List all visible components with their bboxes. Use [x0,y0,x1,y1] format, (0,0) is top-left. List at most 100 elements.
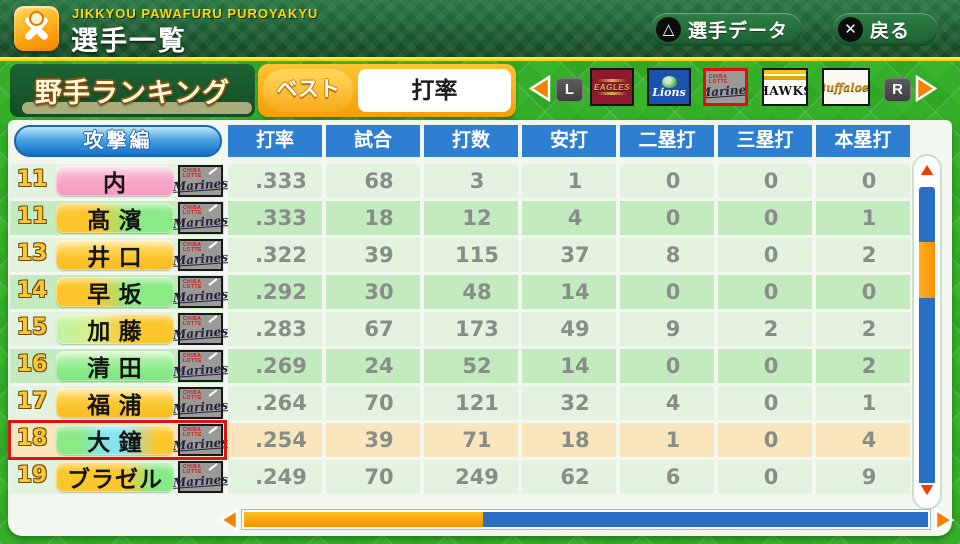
triangle-button-icon: △ [655,17,681,42]
stat-cell: .249 [228,460,322,494]
player-name-pill: 早 坂 [56,277,174,307]
stat-cell: 14 [522,349,616,383]
stat-cell: 0 [620,201,714,235]
ranking-title: 野手ランキング [34,78,231,108]
stat-cell: 2 [816,312,910,346]
rank-label: 11 [16,167,48,192]
player-name-pill: 福 浦 [56,388,174,418]
stat-cell: 8 [620,238,714,272]
l-bumper-button[interactable]: L [556,78,583,102]
stat-cell: 37 [522,238,616,272]
scroll-right-arrow-icon[interactable] [934,507,955,537]
table-row[interactable]: 14 早 坂 CHIBA LOTTE Marines .292 30 48 14… [8,275,952,309]
table-row[interactable]: 11 内 CHIBA LOTTE Marines .333 68 3 1 0 0… [8,164,952,198]
table-row[interactable]: 19 ブラゼル CHIBA LOTTE Marines .249 70 249 … [8,460,952,494]
table-row[interactable]: 13 井 口 CHIBA LOTTE Marines .322 39 115 3… [8,238,952,272]
stat-mode-box: ベスト 打率 [258,64,516,117]
scroll-down-arrow-icon[interactable] [917,482,937,504]
stat-cell: .264 [228,386,322,420]
team-prev-arrow-icon[interactable] [528,74,551,107]
team-logo-lions[interactable]: Lions [647,68,691,106]
stat-cell: 39 [326,423,420,457]
ranking-banner: 野手ランキング [10,64,255,117]
stat-cell: 14 [522,275,616,309]
table-row[interactable]: 18 大 鐘 CHIBA LOTTE Marines .254 39 71 18… [8,420,952,460]
eagles-wing-icon [597,78,627,82]
stat-cell: 62 [522,460,616,494]
team-next-arrow-icon[interactable] [915,74,938,107]
stat-cell: 39 [326,238,420,272]
stat-cell: 30 [326,275,420,309]
team-badge-sub-label: CHIBA LOTTE [183,205,202,217]
scroll-left-arrow-icon[interactable] [218,507,239,537]
scroll-up-arrow-icon[interactable] [917,161,937,183]
team-logo-buffaloes[interactable]: Buffaloes [822,68,870,106]
team-badge-sub-label: CHIBA LOTTE [183,279,202,291]
team-badge-label: Marines [172,398,229,417]
table-row[interactable]: 15 加 藤 CHIBA LOTTE Marines .283 67 173 4… [8,312,952,346]
stat-cell: 2 [718,312,812,346]
vertical-scroll-track[interactable] [919,187,935,485]
column-header-triples: 三塁打 [718,125,812,157]
horizontal-scrollbar[interactable] [242,510,930,529]
team-badge-label: Marines [172,250,229,269]
stat-cell: 32 [522,386,616,420]
player-data-button[interactable]: △ 選手データ [650,13,802,46]
stat-cell: 24 [326,349,420,383]
hawks-stripe [764,70,806,80]
stat-cell: 0 [620,164,714,198]
column-header-batting-average: 打率 [228,125,322,157]
stat-cell: 0 [718,349,812,383]
mode-label: ベスト [263,69,353,112]
stat-cell: 115 [424,238,518,272]
team-badge-sub-label: CHIBA LOTTE [183,390,202,402]
r-bumper-button[interactable]: R [884,78,911,102]
team-logo-eagles-label: EAGLES [594,82,630,92]
app-subtitle: JIKKYOU PAWAFURU PUROYAKYU [72,6,319,21]
team-badge-label: Marines [172,287,229,306]
team-logo-eagles[interactable]: EAGLES [590,68,634,106]
stat-cell: 68 [326,164,420,198]
team-badge-marines: CHIBA LOTTE Marines [173,387,228,419]
banner-swoosh [22,102,252,114]
team-logo-lions-label: Lions [652,85,686,99]
stat-cell: 6 [620,460,714,494]
team-logo-hawks[interactable]: HAWKS [762,68,808,106]
section-tab-offense[interactable]: 攻撃編 [14,125,222,157]
stat-cell: 1 [620,423,714,457]
table-row[interactable]: 16 清 田 CHIBA LOTTE Marines .269 24 52 14… [8,349,952,383]
rank-label: 11 [16,204,48,229]
vertical-scrollbar[interactable] [914,156,940,508]
table-row[interactable]: 11 髙 濱 CHIBA LOTTE Marines .333 18 12 4 … [8,201,952,235]
vertical-scroll-thumb[interactable] [919,242,935,298]
team-badge-marines: CHIBA LOTTE Marines [173,239,228,271]
team-badge-sub-label: CHIBA LOTTE [183,242,202,254]
eagles-wing-icon [597,91,627,95]
stat-cell: 3 [424,164,518,198]
stat-selector[interactable]: 打率 [358,69,511,112]
stat-cell: 18 [522,423,616,457]
team-logo-marines[interactable]: CHIBA LOTTE Marines [703,68,748,106]
rank-label: 18 [16,426,48,451]
player-name-pill: 大 鐘 [56,425,174,455]
stat-cell: 0 [718,238,812,272]
stat-cell: 9 [816,460,910,494]
stat-cell: 1 [522,164,616,198]
team-badge-sub-label: CHIBA LOTTE [183,427,202,439]
player-name-pill: 加 藤 [56,314,174,344]
table-row[interactable]: 17 福 浦 CHIBA LOTTE Marines .264 70 121 3… [8,386,952,420]
stat-cell: 1 [816,386,910,420]
team-badge-marines: CHIBA LOTTE Marines [173,165,228,197]
stat-cell: 52 [424,349,518,383]
team-logo-hawks-label: HAWKS [764,84,806,98]
stat-cell: .269 [228,349,322,383]
page-title: 選手一覧 [71,26,187,56]
rank-label: 14 [16,278,48,303]
stat-cell: 9 [620,312,714,346]
back-button[interactable]: ✕ 戻る [832,13,938,46]
rank-label: 19 [16,463,48,488]
team-logo-marines-sub-label: CHIBA LOTTE [709,74,728,86]
player-name-pill: 髙 濱 [56,203,174,233]
team-badge-marines: CHIBA LOTTE Marines [173,424,228,456]
horizontal-scroll-thumb[interactable] [244,512,484,527]
